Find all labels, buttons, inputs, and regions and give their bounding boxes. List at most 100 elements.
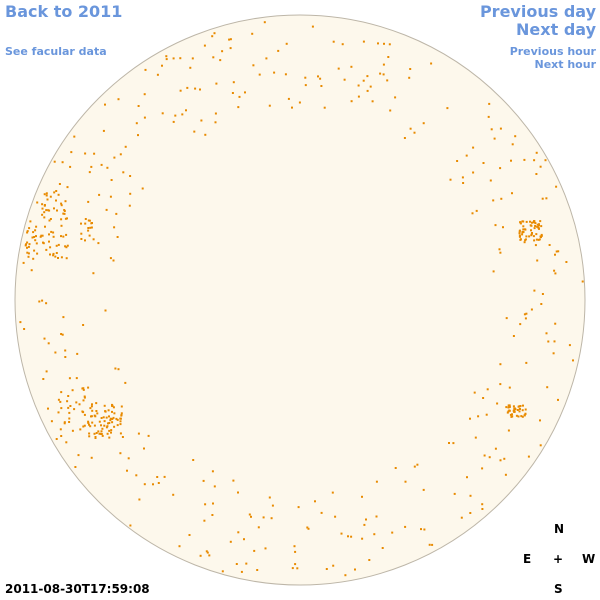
facula xyxy=(59,428,62,431)
facula xyxy=(46,198,49,201)
facula xyxy=(262,516,265,519)
facula xyxy=(362,40,365,43)
facula xyxy=(510,159,512,162)
facula xyxy=(188,534,191,536)
back-link[interactable]: Back to 2011 xyxy=(5,2,123,21)
facula xyxy=(554,322,557,325)
facula xyxy=(60,391,63,394)
facula xyxy=(344,574,347,577)
facula xyxy=(213,485,216,488)
facula xyxy=(505,406,508,409)
facular-data-link[interactable]: See facular data xyxy=(5,45,107,58)
previous-day-link[interactable]: Previous day xyxy=(479,2,596,21)
facula xyxy=(298,101,301,104)
facula xyxy=(489,179,492,182)
facula xyxy=(116,236,119,238)
facula xyxy=(485,413,488,416)
facula xyxy=(119,417,122,420)
facula xyxy=(498,248,501,251)
facula xyxy=(413,465,416,468)
facula xyxy=(64,245,67,248)
facula xyxy=(157,482,160,484)
facula xyxy=(137,432,140,435)
facula xyxy=(354,568,356,571)
facula xyxy=(98,432,101,435)
facula xyxy=(87,386,90,389)
facula xyxy=(113,156,116,159)
facula xyxy=(258,73,261,76)
facula xyxy=(428,543,431,546)
facula xyxy=(45,370,48,373)
facula xyxy=(88,171,91,174)
facula xyxy=(62,212,65,215)
facula xyxy=(237,531,240,534)
facula xyxy=(386,79,389,82)
facula xyxy=(64,356,67,358)
facula xyxy=(24,244,27,247)
next-day-link[interactable]: Next day xyxy=(516,20,596,39)
facula xyxy=(404,480,407,483)
facula xyxy=(521,409,524,412)
facula xyxy=(540,233,543,236)
facula xyxy=(42,242,45,245)
facula xyxy=(122,171,125,174)
next-hour-link[interactable]: Next hour xyxy=(534,58,597,71)
facula xyxy=(499,383,502,386)
facula xyxy=(423,528,426,531)
facula xyxy=(460,516,463,519)
facula xyxy=(26,251,29,254)
facula xyxy=(462,182,465,184)
facula xyxy=(488,456,491,459)
facula xyxy=(515,414,518,417)
facula xyxy=(38,300,41,303)
facula xyxy=(481,503,484,506)
facula xyxy=(55,190,58,192)
facula xyxy=(503,457,506,460)
facula xyxy=(483,454,486,457)
facula xyxy=(494,447,497,450)
facula xyxy=(232,479,235,482)
facula xyxy=(487,115,490,118)
facula xyxy=(208,554,211,557)
facula xyxy=(203,44,206,47)
facula xyxy=(243,538,245,541)
facula xyxy=(389,109,392,112)
facula xyxy=(63,421,66,424)
facula xyxy=(350,100,353,103)
facula xyxy=(45,248,48,251)
facula xyxy=(83,396,86,399)
facula xyxy=(119,420,122,423)
facula xyxy=(87,200,90,203)
facula xyxy=(539,444,542,447)
facula xyxy=(453,492,456,495)
facula xyxy=(545,332,548,335)
facula xyxy=(174,114,177,117)
facula xyxy=(77,454,80,457)
facula xyxy=(107,422,109,425)
previous-hour-link[interactable]: Previous hour xyxy=(509,45,596,58)
facula xyxy=(284,73,287,76)
facula xyxy=(268,104,271,107)
facula xyxy=(106,432,109,435)
facula xyxy=(191,57,194,60)
facula xyxy=(63,212,66,215)
facula xyxy=(474,436,477,439)
facula xyxy=(117,98,120,101)
facula xyxy=(156,73,159,76)
facula xyxy=(565,261,568,263)
facula xyxy=(45,192,48,195)
facula xyxy=(41,203,44,206)
facula xyxy=(473,391,476,394)
facula xyxy=(22,261,25,264)
facula xyxy=(129,175,132,177)
facula xyxy=(57,193,60,196)
facula xyxy=(204,133,207,136)
facula xyxy=(92,272,95,275)
facula xyxy=(181,113,184,116)
facula xyxy=(528,235,531,238)
facula xyxy=(296,567,299,570)
facula xyxy=(381,547,384,549)
facula xyxy=(539,235,542,238)
facula xyxy=(513,410,516,413)
